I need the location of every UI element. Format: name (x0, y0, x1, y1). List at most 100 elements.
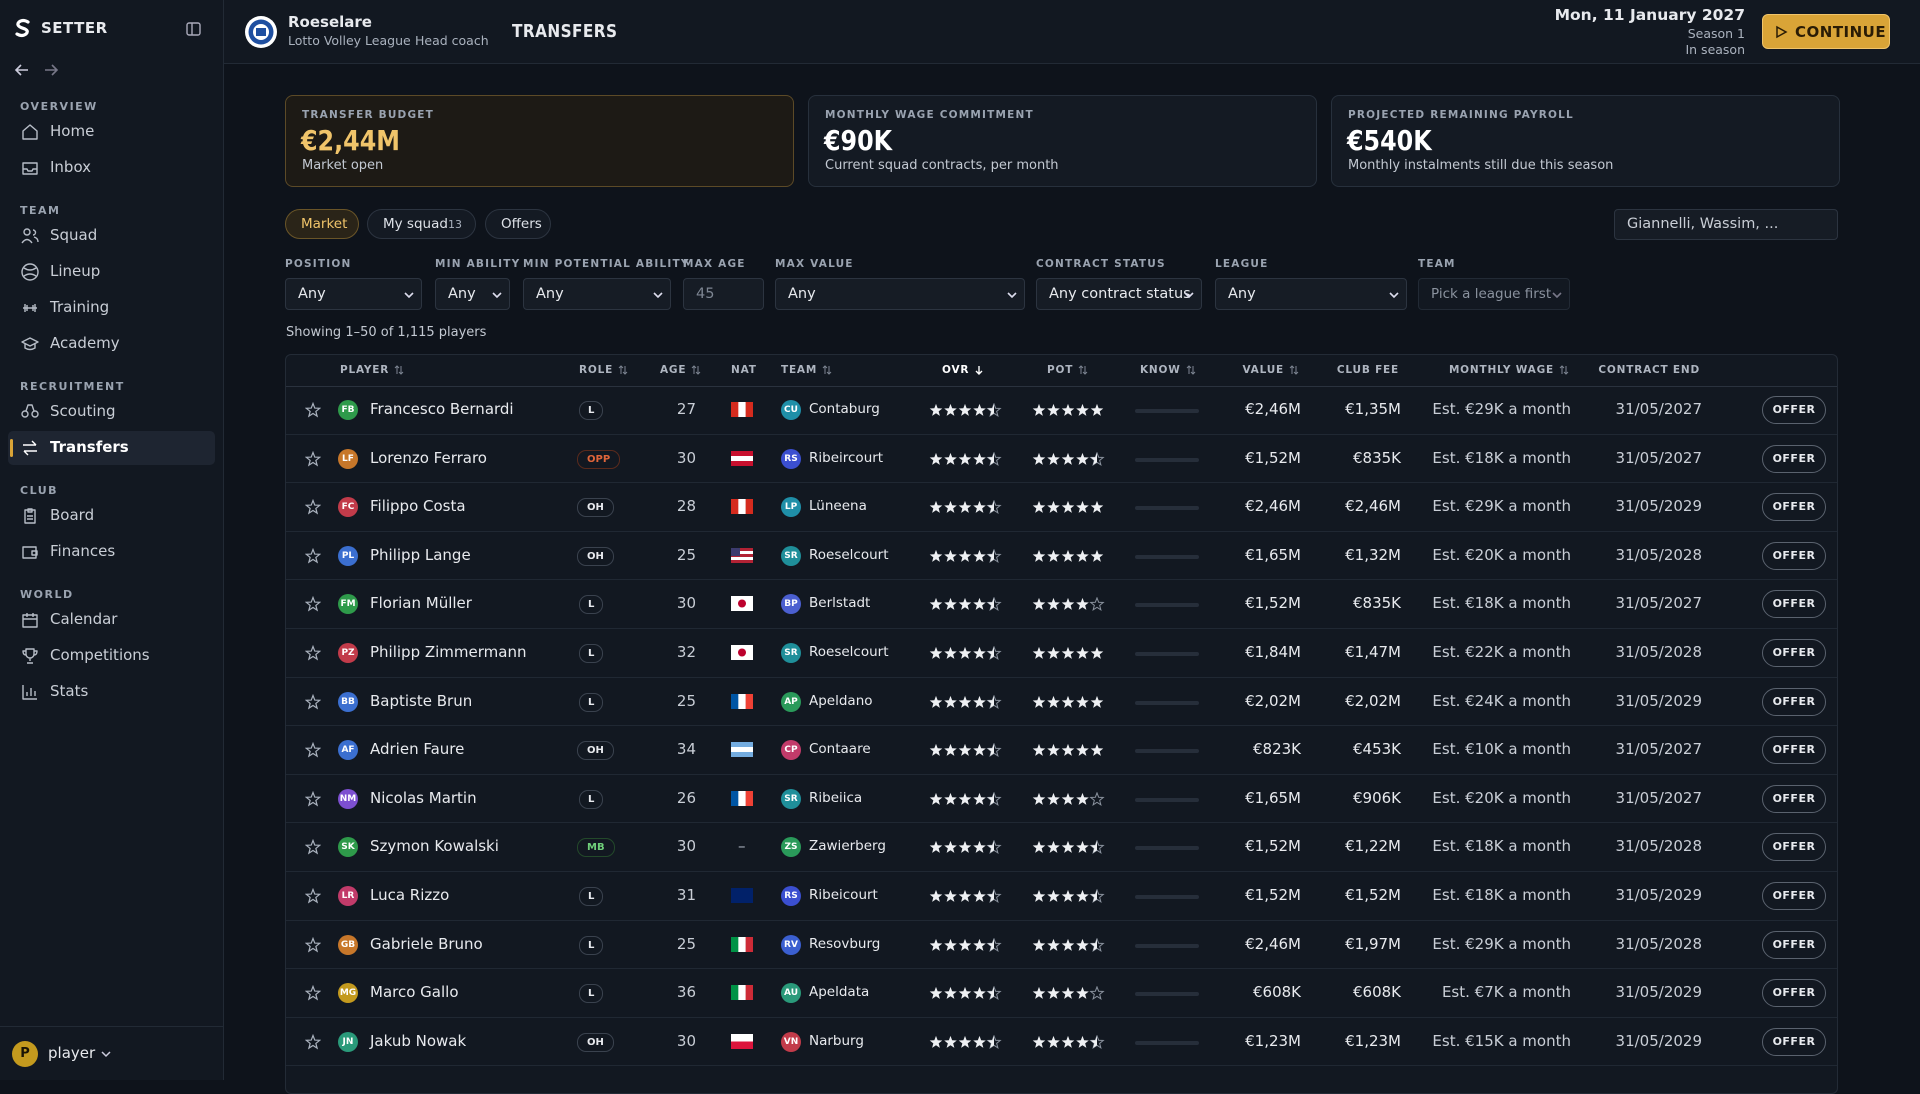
favorite-star[interactable] (305, 499, 321, 515)
player-name[interactable]: Filippo Costa (370, 497, 466, 516)
tab[interactable]: Market (285, 209, 359, 239)
offer-button[interactable]: OFFER (1762, 882, 1826, 910)
favorite-star[interactable] (305, 402, 321, 418)
nav-item[interactable]: Squad (8, 219, 215, 253)
favorite-star[interactable] (305, 888, 321, 904)
search-input[interactable]: Giannelli, Wassim, ... (1614, 209, 1838, 240)
player-name[interactable]: Philipp Lange (370, 545, 471, 564)
offer-button[interactable]: OFFER (1762, 396, 1826, 424)
nav-item[interactable]: Lineup (8, 255, 215, 289)
nav-item[interactable]: Transfers (8, 431, 215, 465)
nav-label[interactable]: Competitions (50, 646, 150, 664)
tab-count[interactable]: 13 (448, 218, 462, 231)
player-name[interactable]: Lorenzo Ferraro (370, 448, 487, 467)
tab-label[interactable]: My squad (383, 216, 448, 232)
nav-label[interactable]: Squad (50, 226, 98, 244)
filter-select[interactable]: Any (285, 278, 422, 310)
tab-label[interactable]: Market (301, 216, 348, 232)
filter-select[interactable]: Any (435, 278, 510, 310)
offer-button[interactable]: OFFER (1762, 930, 1826, 959)
column-label[interactable]: KNOW (1140, 364, 1181, 376)
filter-select[interactable]: Any contract status (1036, 278, 1202, 310)
column-label[interactable]: PLAYER (340, 364, 390, 376)
filter-select[interactable]: Any (1215, 278, 1407, 310)
tab[interactable]: My squad 13 (367, 209, 476, 239)
player-name[interactable]: Jakub Nowak (370, 1031, 467, 1050)
offer-button[interactable]: OFFER (1762, 590, 1826, 619)
back-button[interactable] (14, 63, 30, 77)
nav-label[interactable]: Inbox (50, 158, 92, 176)
column-header[interactable]: ROLE (579, 364, 628, 376)
favorite-star[interactable] (305, 985, 321, 1001)
column-label[interactable]: POT (1047, 364, 1074, 376)
filter-input[interactable]: Pick a league first (1418, 278, 1570, 310)
nav-item[interactable]: Inbox (8, 151, 215, 185)
nav-item[interactable]: Scouting (8, 395, 215, 429)
nav-item[interactable]: Training (8, 291, 215, 325)
player-name[interactable]: Florian Müller (370, 594, 472, 613)
nav-label[interactable]: Academy (50, 334, 120, 352)
user-name[interactable]: player (48, 1044, 96, 1062)
player-name[interactable]: Marco Gallo (370, 983, 459, 1002)
nav-item[interactable]: Stats (8, 675, 215, 709)
player-name[interactable]: Luca Rizzo (370, 886, 450, 904)
collapse-button[interactable] (186, 21, 202, 37)
favorite-star[interactable] (305, 936, 321, 953)
forward-button[interactable] (43, 63, 59, 77)
column-header[interactable]: OVR (942, 364, 984, 376)
column-header[interactable]: VALUE (1242, 364, 1299, 376)
filter-input[interactable]: 45 (683, 278, 764, 310)
column-header[interactable]: MONTHLY WAGE (1449, 364, 1569, 376)
offer-button[interactable]: OFFER (1762, 687, 1826, 716)
nav-item[interactable]: Home (8, 115, 215, 149)
column-header[interactable]: PLAYER (340, 364, 404, 376)
nav-label[interactable]: Scouting (50, 402, 116, 420)
favorite-star[interactable] (305, 839, 321, 855)
nav-label[interactable]: Calendar (50, 610, 118, 628)
player-name[interactable]: Philipp Zimmermann (370, 643, 527, 661)
column-label[interactable]: TEAM (781, 364, 818, 376)
nav-label[interactable]: Finances (50, 542, 116, 560)
nav-item[interactable]: Calendar (8, 603, 215, 637)
column-label[interactable]: VALUE (1242, 364, 1284, 376)
player-name[interactable]: Szymon Kowalski (370, 837, 499, 856)
nav-label[interactable]: Board (50, 506, 95, 524)
offer-button[interactable]: OFFER (1762, 784, 1826, 813)
column-label[interactable]: ROLE (579, 364, 614, 376)
offer-button[interactable]: OFFER (1762, 833, 1826, 862)
player-name[interactable]: Francesco Bernardi (370, 400, 514, 418)
favorite-star[interactable] (305, 693, 321, 710)
column-header[interactable]: AGE (660, 364, 701, 376)
player-name[interactable]: Baptiste Brun (370, 691, 473, 710)
favorite-star[interactable] (305, 596, 321, 612)
player-name[interactable]: Nicolas Martin (370, 788, 477, 807)
nav-label[interactable]: Lineup (50, 262, 101, 280)
tab[interactable]: Offers (485, 209, 551, 239)
nav-label[interactable]: Home (50, 122, 95, 140)
nav-item[interactable]: Board (8, 499, 215, 533)
filter-select[interactable]: Any (775, 278, 1025, 310)
favorite-star[interactable] (305, 547, 321, 564)
column-label[interactable]: MONTHLY WAGE (1448, 364, 1554, 376)
column-label[interactable]: AGE (660, 364, 687, 376)
column-header[interactable]: TEAM (781, 364, 832, 376)
nav-item[interactable]: Finances (8, 535, 215, 569)
column-header[interactable]: POT (1047, 364, 1088, 376)
offer-button[interactable]: OFFER (1762, 493, 1826, 522)
favorite-star[interactable] (305, 1033, 321, 1050)
offer-button[interactable]: OFFER (1762, 639, 1826, 667)
player-name[interactable]: Adrien Faure (370, 740, 465, 759)
favorite-star[interactable] (305, 645, 321, 661)
player-name[interactable]: Gabriele Bruno (370, 934, 483, 953)
tab-label[interactable]: Offers (501, 216, 542, 232)
offer-button[interactable]: OFFER (1762, 1027, 1826, 1056)
offer-button[interactable]: OFFER (1762, 541, 1826, 570)
favorite-star[interactable] (305, 742, 321, 758)
nav-label[interactable]: Stats (50, 682, 89, 700)
user-avatar[interactable]: P (12, 1041, 38, 1067)
nav-label[interactable]: Training (50, 298, 110, 316)
filter-select[interactable]: Any (523, 278, 671, 310)
continue-button[interactable]: CONTINUE (1762, 14, 1890, 49)
offer-button[interactable]: OFFER (1762, 979, 1826, 1008)
favorite-star[interactable] (305, 790, 321, 807)
